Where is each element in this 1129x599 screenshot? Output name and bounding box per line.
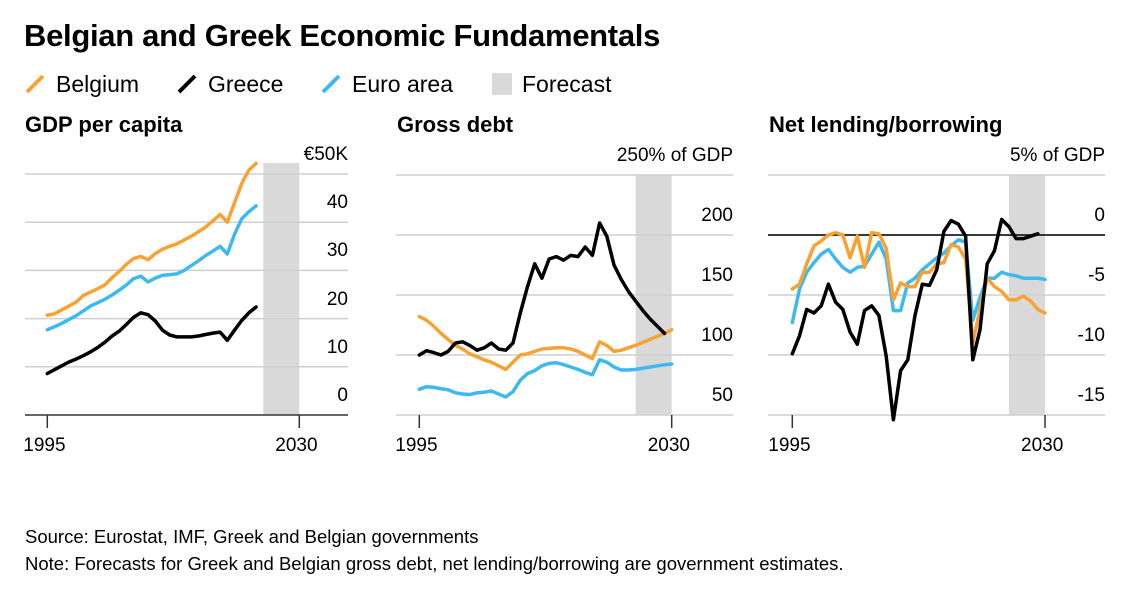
net-lending-y-tick-label: -5: [1088, 265, 1105, 286]
panel-title-gdp: GDP per capita: [25, 112, 183, 137]
belgium-line-icon: [25, 74, 45, 94]
debt-series-euro-area: [417, 358, 674, 399]
net-lending-x-tick-label: 2030: [1021, 435, 1064, 456]
legend-greece: Greece: [176, 71, 283, 97]
legend-belgium: Belgium: [24, 71, 139, 97]
gdp-series-euro-area: [45, 204, 258, 332]
debt-y-tick-label: 50: [711, 385, 733, 406]
greece-line-icon: [177, 74, 197, 94]
net-lending-y-tick-label: 0: [1094, 205, 1105, 226]
net-lending-series-greece: [790, 217, 1040, 422]
debt-y-tick-label: 100: [701, 325, 733, 346]
gdp-y-tick-label: 40: [326, 192, 348, 214]
legend-forecast: Forecast: [492, 71, 611, 97]
net-lending-y-tick-label: -15: [1077, 385, 1105, 406]
panel-title-net-lending: Net lending/borrowing: [769, 112, 1003, 137]
net-lending-y-tick-label: -10: [1077, 325, 1105, 346]
legend-label: Belgium: [56, 70, 140, 97]
panel-title-debt: Gross debt: [397, 112, 514, 137]
footnote: Note: Forecasts for Greek and Belgian gr…: [25, 553, 844, 574]
legend-label: Forecast: [522, 70, 612, 97]
gdp-y-tick-label: 20: [326, 288, 348, 310]
legend-label: Greece: [208, 70, 284, 97]
net-lending-series-euro-area: [790, 238, 1047, 325]
gdp-series-greece: [45, 305, 258, 376]
net-lending-y-tick-label: 5% of GDP: [1009, 145, 1105, 166]
net-lending-x-tick-label: 1995: [768, 435, 811, 456]
gdp-y-tick-label: 10: [326, 336, 348, 358]
gdp-x-tick-label: 2030: [275, 435, 318, 456]
gdp-forecast-band: [263, 163, 300, 415]
gdp-series-belgium: [45, 161, 258, 317]
gdp-y-tick-label: 30: [326, 240, 348, 262]
debt-series-greece: [417, 221, 667, 357]
forecast-swatch-icon: [492, 73, 512, 95]
net-lending-series-belgium: [790, 230, 1047, 345]
euro-area-line-icon: [321, 74, 341, 94]
chart-title: Belgian and Greek Economic Fundamentals: [24, 18, 661, 53]
source-note: Source: Eurostat, IMF, Greek and Belgian…: [25, 526, 479, 547]
legend-label: Euro area: [352, 70, 454, 97]
debt-y-tick-label: 200: [701, 205, 733, 226]
debt-series-belgium: [417, 314, 674, 372]
debt-x-tick-label: 2030: [647, 435, 690, 456]
debt-y-tick-label: 250% of GDP: [616, 145, 733, 166]
debt-y-tick-label: 150: [701, 265, 733, 286]
gdp-y-tick-label: €50K: [303, 144, 348, 165]
gdp-y-tick-label: 0: [337, 385, 348, 406]
gdp-x-tick-label: 1995: [23, 435, 66, 456]
debt-x-tick-label: 1995: [395, 435, 438, 456]
legend-euro-area: Euro area: [320, 71, 453, 97]
